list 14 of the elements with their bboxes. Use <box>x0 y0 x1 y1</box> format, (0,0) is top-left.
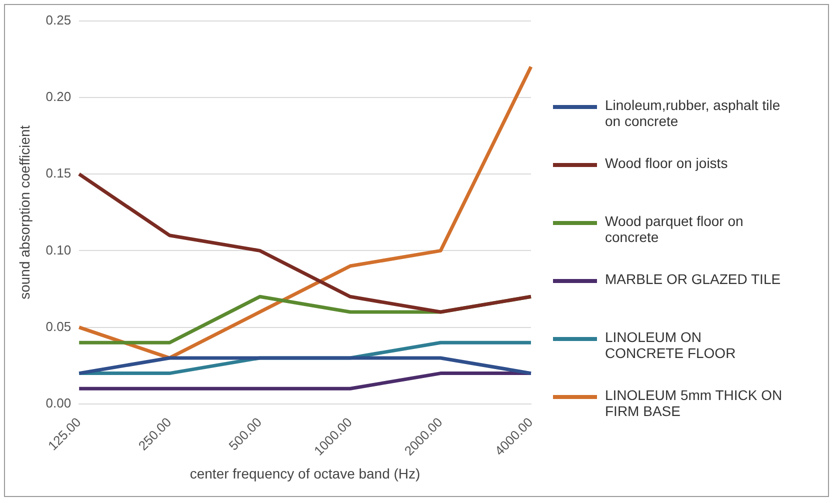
y-tick-label: 0.25 <box>46 12 72 28</box>
y-tick-label: 0.15 <box>46 166 72 181</box>
legend-label: LINOLEUM ON CONCRETE FLOOR <box>605 329 737 361</box>
legend-label: LINOLEUM 5mm THICK ON FIRM BASE <box>605 387 783 419</box>
y-tick-label: 0.00 <box>46 396 72 411</box>
y-tick-label: 0.05 <box>46 318 72 334</box>
legend-label: Linoleum,rubber, asphalt tile on concrete <box>605 97 782 129</box>
y-axis-title: sound absorption coefficient <box>16 125 32 300</box>
x-axis-title: center frequency of octave band (Hz) <box>190 465 420 482</box>
legend-label: MARBLE OR GLAZED TILE <box>605 271 781 287</box>
legend-label: Wood floor on joists <box>605 155 728 171</box>
y-tick-label: 0.20 <box>46 89 72 104</box>
y-tick-label: 0.10 <box>46 242 72 258</box>
legend-label: Wood parquet floor on concrete <box>605 213 744 245</box>
